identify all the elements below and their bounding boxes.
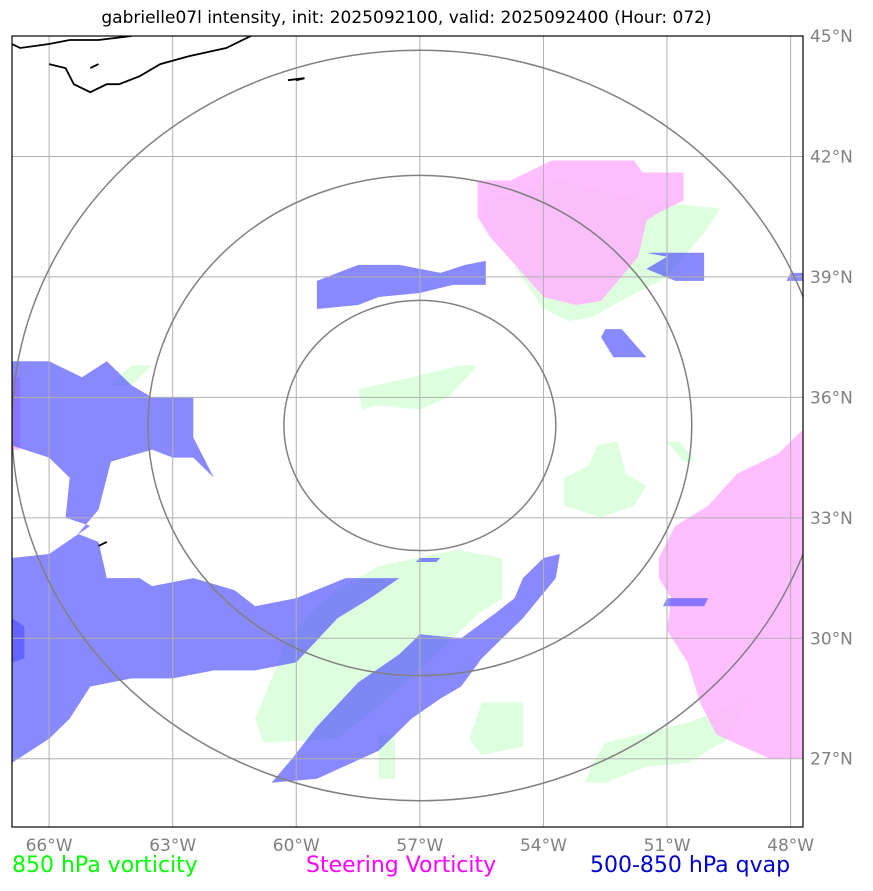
lon-tick-label: 48°W [767,836,814,856]
lat-tick-label: 36°N [810,388,853,408]
vort850-contour [564,441,647,518]
legend-steering-vorticity: Steering Vorticity [306,853,497,878]
coastline-segment [287,77,305,82]
vort850-contour [469,702,523,755]
vort850-contour [667,441,696,462]
lat-tick-label: 42°N [810,147,853,167]
lon-tick-labels: 66°W 63°W 60°W 57°W 54°W 51°W 48°W [26,836,815,856]
range-ring [147,174,693,677]
coastline-segment [98,541,108,547]
qvap-contour [662,598,709,607]
gridlines [12,36,803,827]
legend-qvap: 500-850 hPa qvap [590,853,791,878]
steer-contour [658,429,803,759]
lon-tick-label: 57°W [396,836,443,856]
lat-tick-label: 39°N [810,268,853,288]
coastline-segment [89,63,99,69]
lon-tick-label: 66°W [26,836,73,856]
lon-tick-label: 60°W [273,836,320,856]
lat-tick-label: 45°N [810,27,853,47]
qvap-contour [415,558,441,562]
vort850-contour [358,365,478,410]
qvap-contour [12,618,25,663]
qvap-contour [646,252,705,281]
lon-tick-label: 54°W [520,836,567,856]
range-ring [12,49,803,802]
vort850-contour [255,549,503,743]
coastline [12,36,305,547]
lat-tick-label: 27°N [810,750,853,770]
qvap-contour [271,554,560,783]
plot-title: gabrielle07l intensity, init: 2025092100… [101,8,712,28]
coastline-segment [12,36,132,49]
range-ring [283,299,557,552]
lat-tick-label: 30°N [810,629,853,649]
coastline-segment [48,36,252,94]
qvap-contour [601,329,647,358]
lon-tick-label: 51°W [644,836,691,856]
lat-tick-label: 33°N [810,509,853,529]
lat-tick-labels: 45°N 42°N 39°N 36°N 33°N 30°N 27°N [810,27,853,770]
qvap-contour [12,361,400,763]
range-rings [12,49,803,802]
qvap-contour [316,260,486,309]
field-layers [12,160,803,783]
legend-850-vorticity: 850 hPa vorticity [12,853,198,878]
lon-tick-label: 63°W [149,836,196,856]
plot-frame [11,35,804,828]
